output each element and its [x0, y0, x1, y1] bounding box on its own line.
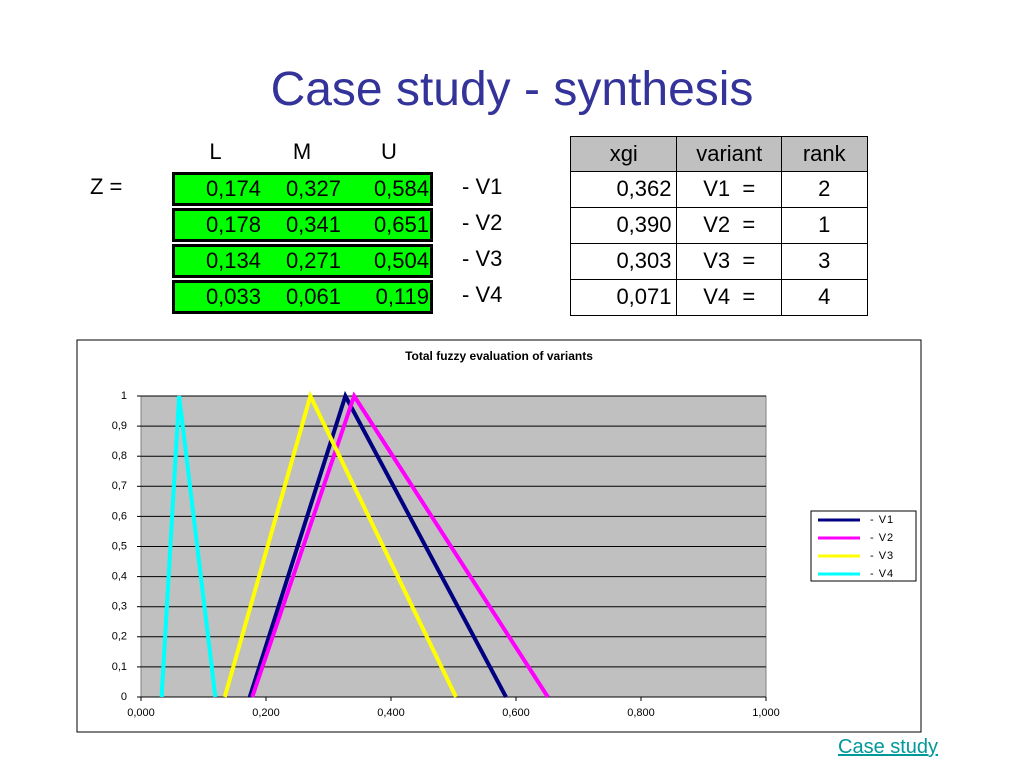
y-tick-label: 1: [121, 390, 127, 402]
slide-title: Case study - synthesis: [270, 63, 754, 116]
matrix-cell: 0,178: [205, 212, 261, 237]
table-cell: 0,303: [570, 243, 678, 280]
table-cell: 0,071: [570, 279, 678, 316]
matrix-cell: 0,504: [373, 248, 429, 273]
chart-title: Total fuzzy evaluation of variants: [405, 349, 593, 363]
table-cell: V4 =: [676, 279, 783, 316]
x-tick-label: 0,000: [127, 707, 155, 719]
matrix-row-label: - V3: [462, 246, 503, 271]
table-cell: 2: [781, 171, 868, 208]
matrix-cell: 0,119: [375, 284, 429, 309]
table-cell: 3: [781, 243, 868, 280]
y-tick-label: 0,8: [112, 450, 127, 462]
matrix-cell: 0,033: [205, 284, 261, 309]
legend-label: - V3: [870, 550, 894, 562]
legend-label: - V2: [870, 532, 894, 544]
table-header: rank: [781, 136, 868, 173]
matrix-cell: 0,174: [205, 176, 261, 201]
matrix-cell: 0,327: [285, 176, 341, 201]
legend-label: - V4: [870, 568, 894, 580]
matrix-row-label: - V2: [462, 210, 503, 235]
matrix-row: [172, 280, 433, 314]
matrix-cell: 0,061: [285, 284, 341, 309]
series-line: [247, 390, 508, 698]
x-tick-label: 0,800: [627, 707, 655, 719]
table-cell: V1 =: [676, 171, 783, 208]
matrix-cell: 0,341: [285, 212, 341, 237]
table-header: variant: [676, 136, 783, 173]
legend-box: [810, 510, 917, 582]
matrix-row: [172, 172, 433, 206]
table-header: xgi: [570, 136, 678, 173]
matrix-label: Z =: [90, 174, 123, 199]
matrix-row: [172, 244, 433, 278]
y-tick-label: 0,3: [112, 601, 127, 613]
table-cell: 1: [781, 207, 868, 244]
series-line: [250, 391, 550, 699]
series-line: [222, 390, 458, 698]
matrix-row-label: - V4: [462, 282, 503, 307]
matrix-cell: 0,651: [373, 212, 429, 237]
x-tick-label: 0,600: [502, 707, 530, 719]
y-tick-label: 0,9: [112, 420, 127, 432]
matrix-cell: 0,271: [285, 248, 341, 273]
x-tick-label: 0,200: [252, 707, 280, 719]
y-tick-label: 0,6: [112, 510, 127, 522]
matrix-header: U: [381, 139, 397, 164]
case-study-link[interactable]: Case study: [838, 736, 939, 758]
matrix-header: M: [292, 139, 312, 164]
series-line: [159, 395, 218, 698]
x-tick-label: 1,000: [752, 707, 780, 719]
table-cell: 4: [781, 279, 868, 316]
legend-label: - V1: [870, 514, 894, 526]
matrix-cell: 0,584: [373, 176, 429, 201]
matrix-cell: 0,134: [205, 248, 261, 273]
y-tick-label: 0,4: [112, 571, 127, 583]
table-cell: 0,362: [570, 171, 678, 208]
y-tick-label: 0: [121, 691, 127, 703]
matrix-row-label: - V1: [462, 174, 503, 199]
x-tick-label: 0,400: [377, 707, 405, 719]
y-tick-label: 0,2: [112, 631, 127, 643]
y-tick-label: 0,7: [112, 480, 127, 492]
y-tick-label: 0,1: [112, 661, 127, 673]
matrix-row: [172, 208, 433, 242]
y-tick-label: 0,5: [112, 540, 127, 552]
matrix-header: L: [209, 139, 222, 164]
